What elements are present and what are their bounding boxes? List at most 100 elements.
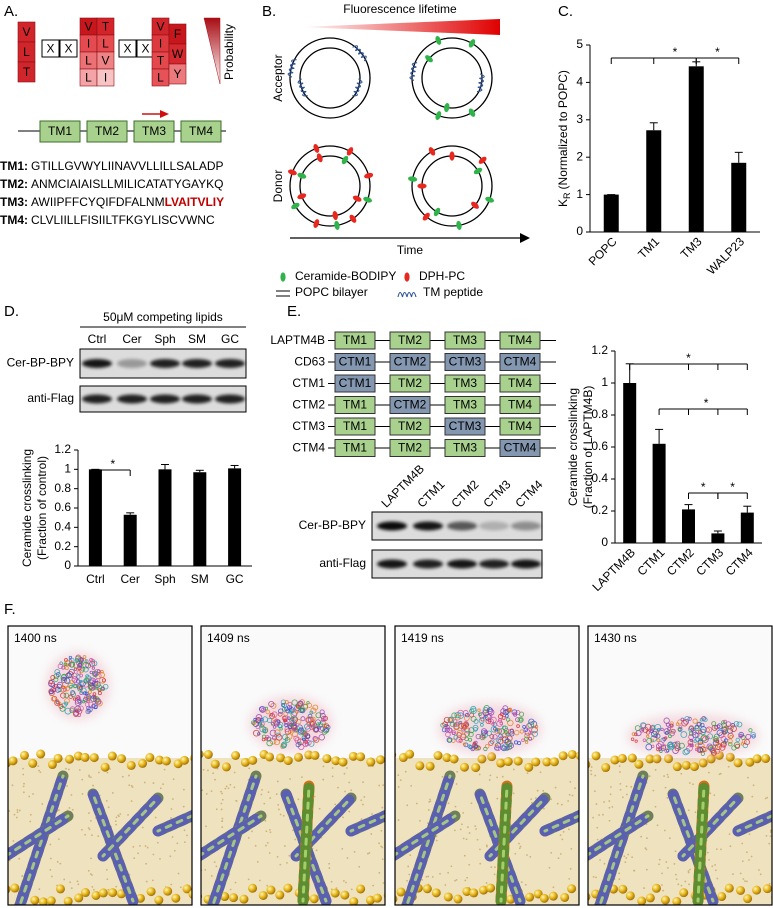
protein-atom [524, 736, 529, 742]
domain-label: TM3 [453, 333, 477, 347]
domain-label: TM1 [343, 333, 367, 347]
protein-atom [513, 740, 519, 745]
protein-atom [506, 717, 511, 722]
headgroup [645, 754, 655, 764]
lipid-tail [360, 799, 363, 802]
helix-highlight [349, 814, 385, 833]
protein-atom [457, 712, 464, 719]
lipid-tail [569, 867, 572, 870]
significance-star: * [110, 457, 115, 471]
lipid-tail [282, 814, 285, 817]
headgroup [453, 894, 463, 904]
domain-box [389, 396, 431, 414]
lipid-tail [322, 765, 325, 768]
construct-label: CTM4 [292, 441, 325, 455]
lipid-tail [76, 880, 79, 883]
lipid-tail [170, 808, 173, 810]
lipid-tail [559, 834, 562, 837]
protein-atom [480, 723, 484, 727]
protein-atom [700, 734, 708, 742]
lipid-tail [172, 798, 174, 800]
dph-pc [346, 147, 354, 156]
protein-atom [85, 709, 91, 715]
tm-box [86, 120, 128, 143]
protein-atom [68, 685, 73, 689]
protein-atom [75, 695, 81, 701]
domain-label: TM2 [398, 333, 422, 347]
motif-letter: V [156, 20, 164, 34]
lipid-tail [277, 803, 280, 806]
protein-atom [96, 684, 103, 691]
lipid-tail [675, 878, 678, 881]
protein-atom [507, 707, 513, 712]
lipid-tail [335, 887, 338, 890]
protein-atom [269, 713, 274, 717]
lipid-tail [439, 872, 441, 875]
headgroup [724, 883, 734, 893]
lipid-tail [91, 834, 93, 837]
bar [623, 383, 637, 543]
lipid-tail [707, 771, 710, 774]
lipid-tail [590, 766, 593, 768]
protein-atom [460, 732, 466, 738]
lipid-tail [119, 813, 122, 815]
protein-atom [76, 674, 81, 679]
headgroup [366, 757, 376, 767]
motif-letter: I [159, 37, 162, 51]
headgroup [36, 749, 46, 759]
lipid-tail [520, 881, 523, 884]
lipid-tail [381, 846, 384, 849]
lipid-tail [397, 774, 400, 776]
lipid-tail [22, 773, 25, 776]
helix-highlight [8, 814, 70, 857]
protein-atom [648, 728, 654, 733]
protein-atom [78, 705, 84, 712]
protein-atom [97, 691, 102, 696]
lipid-tail [644, 847, 647, 850]
protein-atom [79, 680, 86, 687]
motif-letter: X [64, 42, 72, 56]
construct-label: CTM1 [292, 376, 325, 390]
lipid-tail [512, 792, 515, 795]
significance-star: * [701, 480, 706, 494]
protein-atom [528, 736, 533, 741]
vesicle-inner [299, 155, 361, 217]
domain-label: CTM2 [394, 398, 427, 412]
lipid-tail [224, 787, 227, 790]
y-tick-label: 1 [601, 375, 608, 389]
lipid-tail [213, 861, 216, 864]
lipid-tail [170, 817, 172, 819]
protein-atom [92, 692, 97, 696]
protein-atom [72, 697, 77, 701]
lipid-tail [530, 798, 533, 801]
lipid-tail [154, 816, 157, 819]
domain-label: TM1 [343, 419, 367, 433]
ceramide-bodipy [291, 202, 300, 210]
domain-box [334, 374, 376, 393]
lipid-tail [609, 793, 612, 796]
protein-atom [666, 742, 674, 749]
protein-atom [270, 702, 277, 709]
protein-atom [288, 705, 293, 710]
y-tick-label: 1.2 [54, 442, 71, 456]
protein-atom [297, 700, 304, 707]
lane-label: Sph [154, 332, 175, 346]
lipid-tail [627, 853, 630, 856]
headgroup [471, 763, 481, 773]
protein-atom [735, 737, 740, 743]
lipid-tail [39, 771, 42, 774]
lipid-tail [117, 814, 120, 817]
lipid-tail [221, 817, 224, 820]
lipid-tail [173, 849, 176, 852]
lipid-tail [542, 789, 545, 792]
protein-atom [489, 734, 495, 739]
lipid-tail [419, 820, 421, 822]
protein-atom [66, 671, 74, 678]
lipid-tail [687, 809, 690, 812]
ceramide-bodipy [408, 176, 418, 182]
protein-atom [291, 715, 297, 722]
protein-atom [701, 716, 706, 721]
protein-atom [318, 734, 325, 741]
lipid-tail [444, 884, 447, 886]
y-tick-label: 5 [576, 37, 583, 51]
